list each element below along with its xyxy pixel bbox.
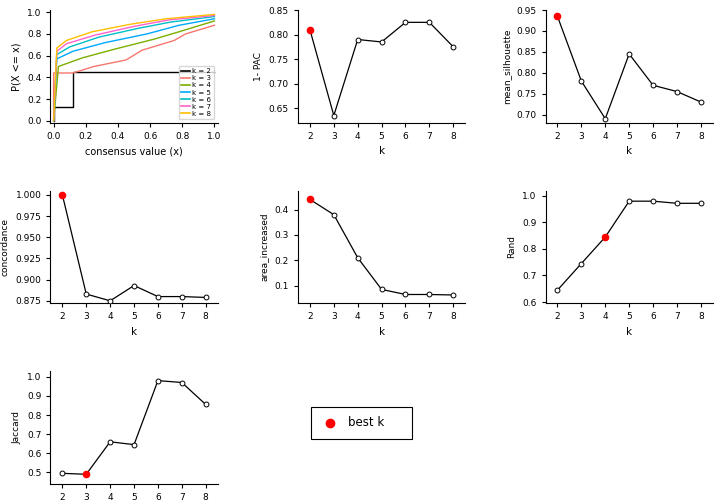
Legend: k = 2, k = 3, k = 4, k = 5, k = 6, k = 7, k = 8: k = 2, k = 3, k = 4, k = 5, k = 6, k = 7… bbox=[179, 66, 215, 119]
Bar bbox=[311, 407, 412, 438]
Y-axis label: 1- PAC: 1- PAC bbox=[254, 52, 264, 81]
Y-axis label: Jaccard: Jaccard bbox=[12, 411, 22, 444]
Y-axis label: mean_silhouette: mean_silhouette bbox=[502, 29, 510, 104]
Y-axis label: Rand: Rand bbox=[508, 235, 516, 259]
Y-axis label: P(X <= x): P(X <= x) bbox=[12, 42, 22, 91]
Y-axis label: area_increased: area_increased bbox=[260, 213, 269, 281]
X-axis label: k: k bbox=[131, 327, 137, 337]
Text: best k: best k bbox=[348, 416, 384, 429]
X-axis label: k: k bbox=[626, 147, 632, 156]
X-axis label: consensus value (x): consensus value (x) bbox=[85, 147, 183, 156]
Y-axis label: concordance: concordance bbox=[1, 218, 10, 276]
X-axis label: k: k bbox=[379, 327, 384, 337]
X-axis label: k: k bbox=[379, 147, 384, 156]
X-axis label: k: k bbox=[626, 327, 632, 337]
